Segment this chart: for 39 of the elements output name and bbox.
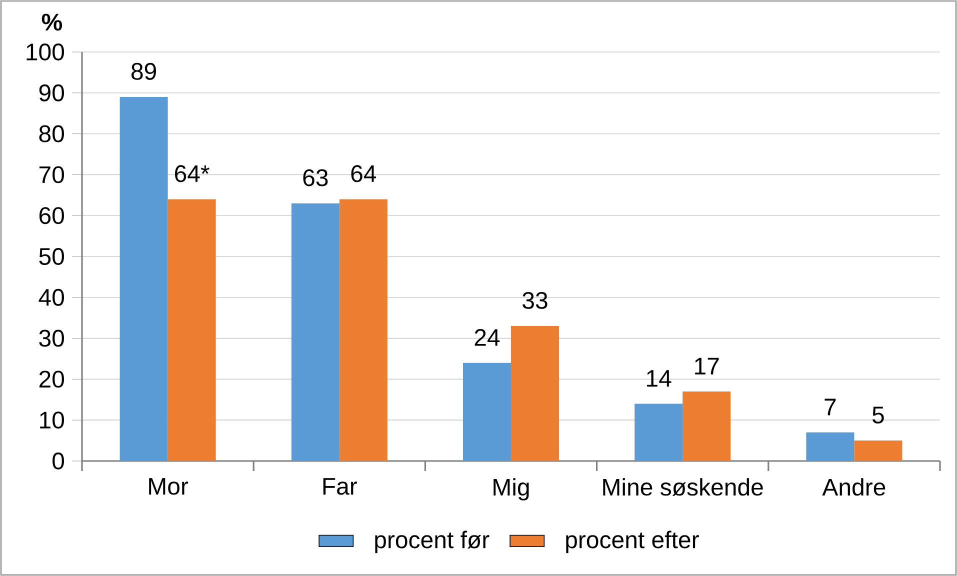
y-tick-label: 80 [39,125,64,142]
bar [339,199,388,461]
y-tick-label: 30 [39,330,64,347]
y-tick-label: 40 [38,288,64,306]
legend-label: procent efter [566,530,699,554]
bar [463,362,511,461]
data-label: 63 [303,169,328,186]
data-label: 7 [824,398,836,416]
y-tick-label: 70 [39,166,64,184]
x-tick-label: Far [323,478,357,495]
legend-label: procent før [375,530,490,554]
data-label: 24 [474,329,500,346]
y-tick-label: 50 [39,248,64,265]
bar [806,432,854,461]
bar [510,326,559,461]
data-label: 89 [131,62,156,80]
bar [634,404,683,461]
y-tick-label: 0 [52,452,64,470]
bar [291,203,340,461]
bar [854,440,902,461]
bar [168,199,216,461]
data-label: 5 [872,406,884,424]
y-tick-label: 100 [26,44,64,60]
x-tick-label: Mig [494,478,529,500]
bar [682,391,731,461]
x-tick-label: Mine søskende [603,478,763,496]
x-tick-label: Andre [822,478,886,496]
y-tick-label: 60 [39,207,64,224]
y-axis-title: % [42,14,62,31]
bar [120,96,168,461]
data-label: 14 [647,370,672,387]
x-tick-label: Mor [149,478,188,495]
y-tick-label: 10 [40,412,64,429]
y-tick-label: 90 [39,84,64,102]
data-label: 64* [175,165,210,182]
y-tick-label: 20 [39,370,64,388]
data-label: 64 [351,165,376,182]
data-label: 33 [522,292,548,309]
data-label: 17 [695,358,719,374]
